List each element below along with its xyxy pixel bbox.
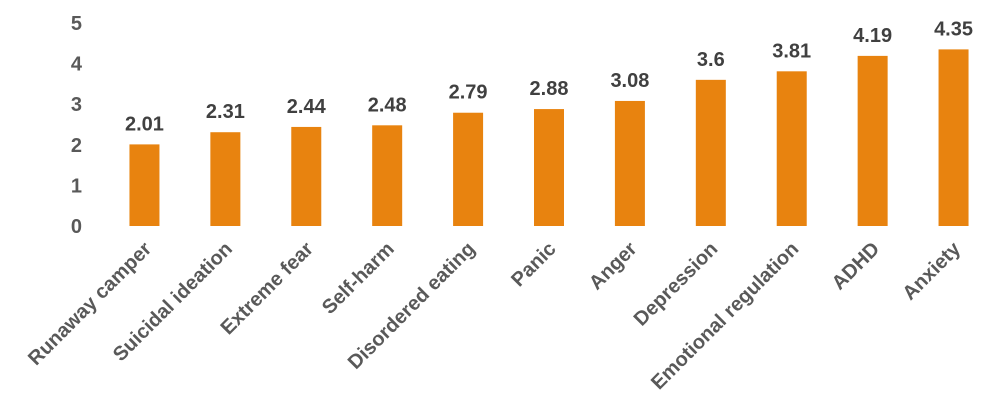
- bar: [695, 79, 726, 226]
- bar: [534, 109, 564, 226]
- bar-value-label: 2.79: [449, 82, 488, 104]
- bar: [210, 132, 241, 226]
- y-axis-ticks: 0 1 2 3 4 5: [71, 13, 83, 238]
- bar: [129, 144, 160, 226]
- bar-value-label: 3.08: [610, 70, 649, 92]
- bar: [938, 49, 969, 226]
- y-tick-label: 1: [71, 175, 82, 197]
- bar-value-label: 3.6: [697, 49, 725, 71]
- bar-value-label: 4.19: [853, 25, 892, 47]
- y-tick-label: 0: [71, 216, 82, 238]
- bar: [372, 125, 403, 226]
- bars-group: [129, 49, 969, 227]
- x-category-label: ADHD: [828, 238, 884, 294]
- bar: [453, 112, 484, 226]
- data-labels-group: 2.01 2.31 2.44 2.48 2.79 2.88 3.08 3.6 3.81 4.19 4…: [125, 18, 973, 135]
- bar-value-label: 2.01: [125, 113, 164, 135]
- bar-value-label: 2.48: [368, 94, 407, 116]
- bar: [857, 55, 888, 226]
- bar-value-label: 2.44: [287, 96, 327, 118]
- x-category-label: Self-harm: [318, 238, 399, 319]
- y-tick-label: 2: [71, 135, 82, 157]
- bar-value-label: 4.35: [934, 18, 973, 40]
- bar-value-label: 3.81: [772, 40, 811, 62]
- bar-value-label: 2.31: [206, 101, 245, 123]
- bar-value-label: 2.88: [530, 78, 569, 100]
- y-tick-label: 3: [71, 94, 82, 116]
- bar: [291, 126, 322, 226]
- bar: [776, 71, 807, 227]
- x-category-label: Emotional regulation: [647, 238, 803, 394]
- x-category-label: Anger: [585, 238, 642, 295]
- bar: [614, 100, 645, 226]
- x-category-label: Anxiety: [898, 237, 965, 304]
- y-tick-label: 5: [71, 13, 82, 35]
- x-category-label: Panic: [507, 238, 560, 291]
- y-tick-label: 4: [71, 54, 83, 76]
